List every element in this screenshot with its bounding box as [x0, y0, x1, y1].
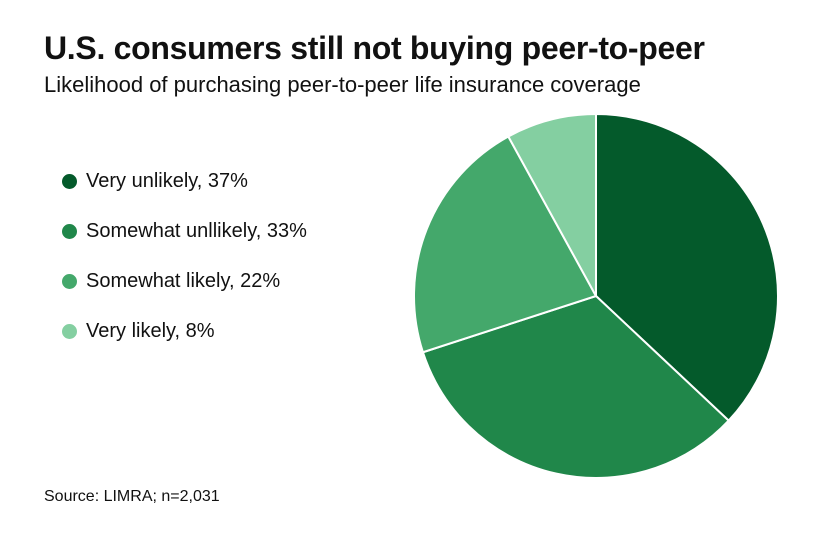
legend-item-somewhat-unlikely: Somewhat unllikely, 33%	[62, 215, 307, 247]
pie-slice-very-likely	[507, 113, 597, 297]
legend-item-very-likely: Very likely, 8%	[62, 315, 307, 347]
legend-item-somewhat-likely: Somewhat likely, 22%	[62, 265, 307, 297]
legend-swatch-very-unlikely	[62, 173, 77, 189]
legend-label-very-unlikely: Very unlikely, 37%	[86, 169, 248, 192]
source-note: Source: LIMRA; n=2,031	[44, 488, 220, 505]
legend-item-very-unlikely: Very unlikely, 37%	[62, 165, 307, 197]
pie-slice-somewhat-likely	[413, 135, 597, 354]
chart-title: U.S. consumers still not buying peer-to-…	[44, 30, 705, 66]
legend-label-very-likely: Very likely, 8%	[86, 319, 215, 342]
legend-swatch-somewhat-unlikely	[62, 223, 77, 239]
pie-slice-very-unlikely	[595, 113, 779, 422]
chart-subtitle: Likelihood of purchasing peer-to-peer li…	[44, 72, 641, 97]
legend-label-somewhat-likely: Somewhat likely, 22%	[86, 269, 281, 292]
pie-slices	[413, 113, 779, 479]
legend-swatch-somewhat-likely	[62, 273, 77, 289]
pie-slice-somewhat-unlikely	[421, 295, 730, 479]
legend-label-somewhat-unlikely: Somewhat unllikely, 33%	[86, 219, 307, 242]
legend-swatch-very-likely	[62, 323, 77, 339]
legend: Very unlikely, 37% Somewhat unllikely, 3…	[62, 165, 307, 365]
